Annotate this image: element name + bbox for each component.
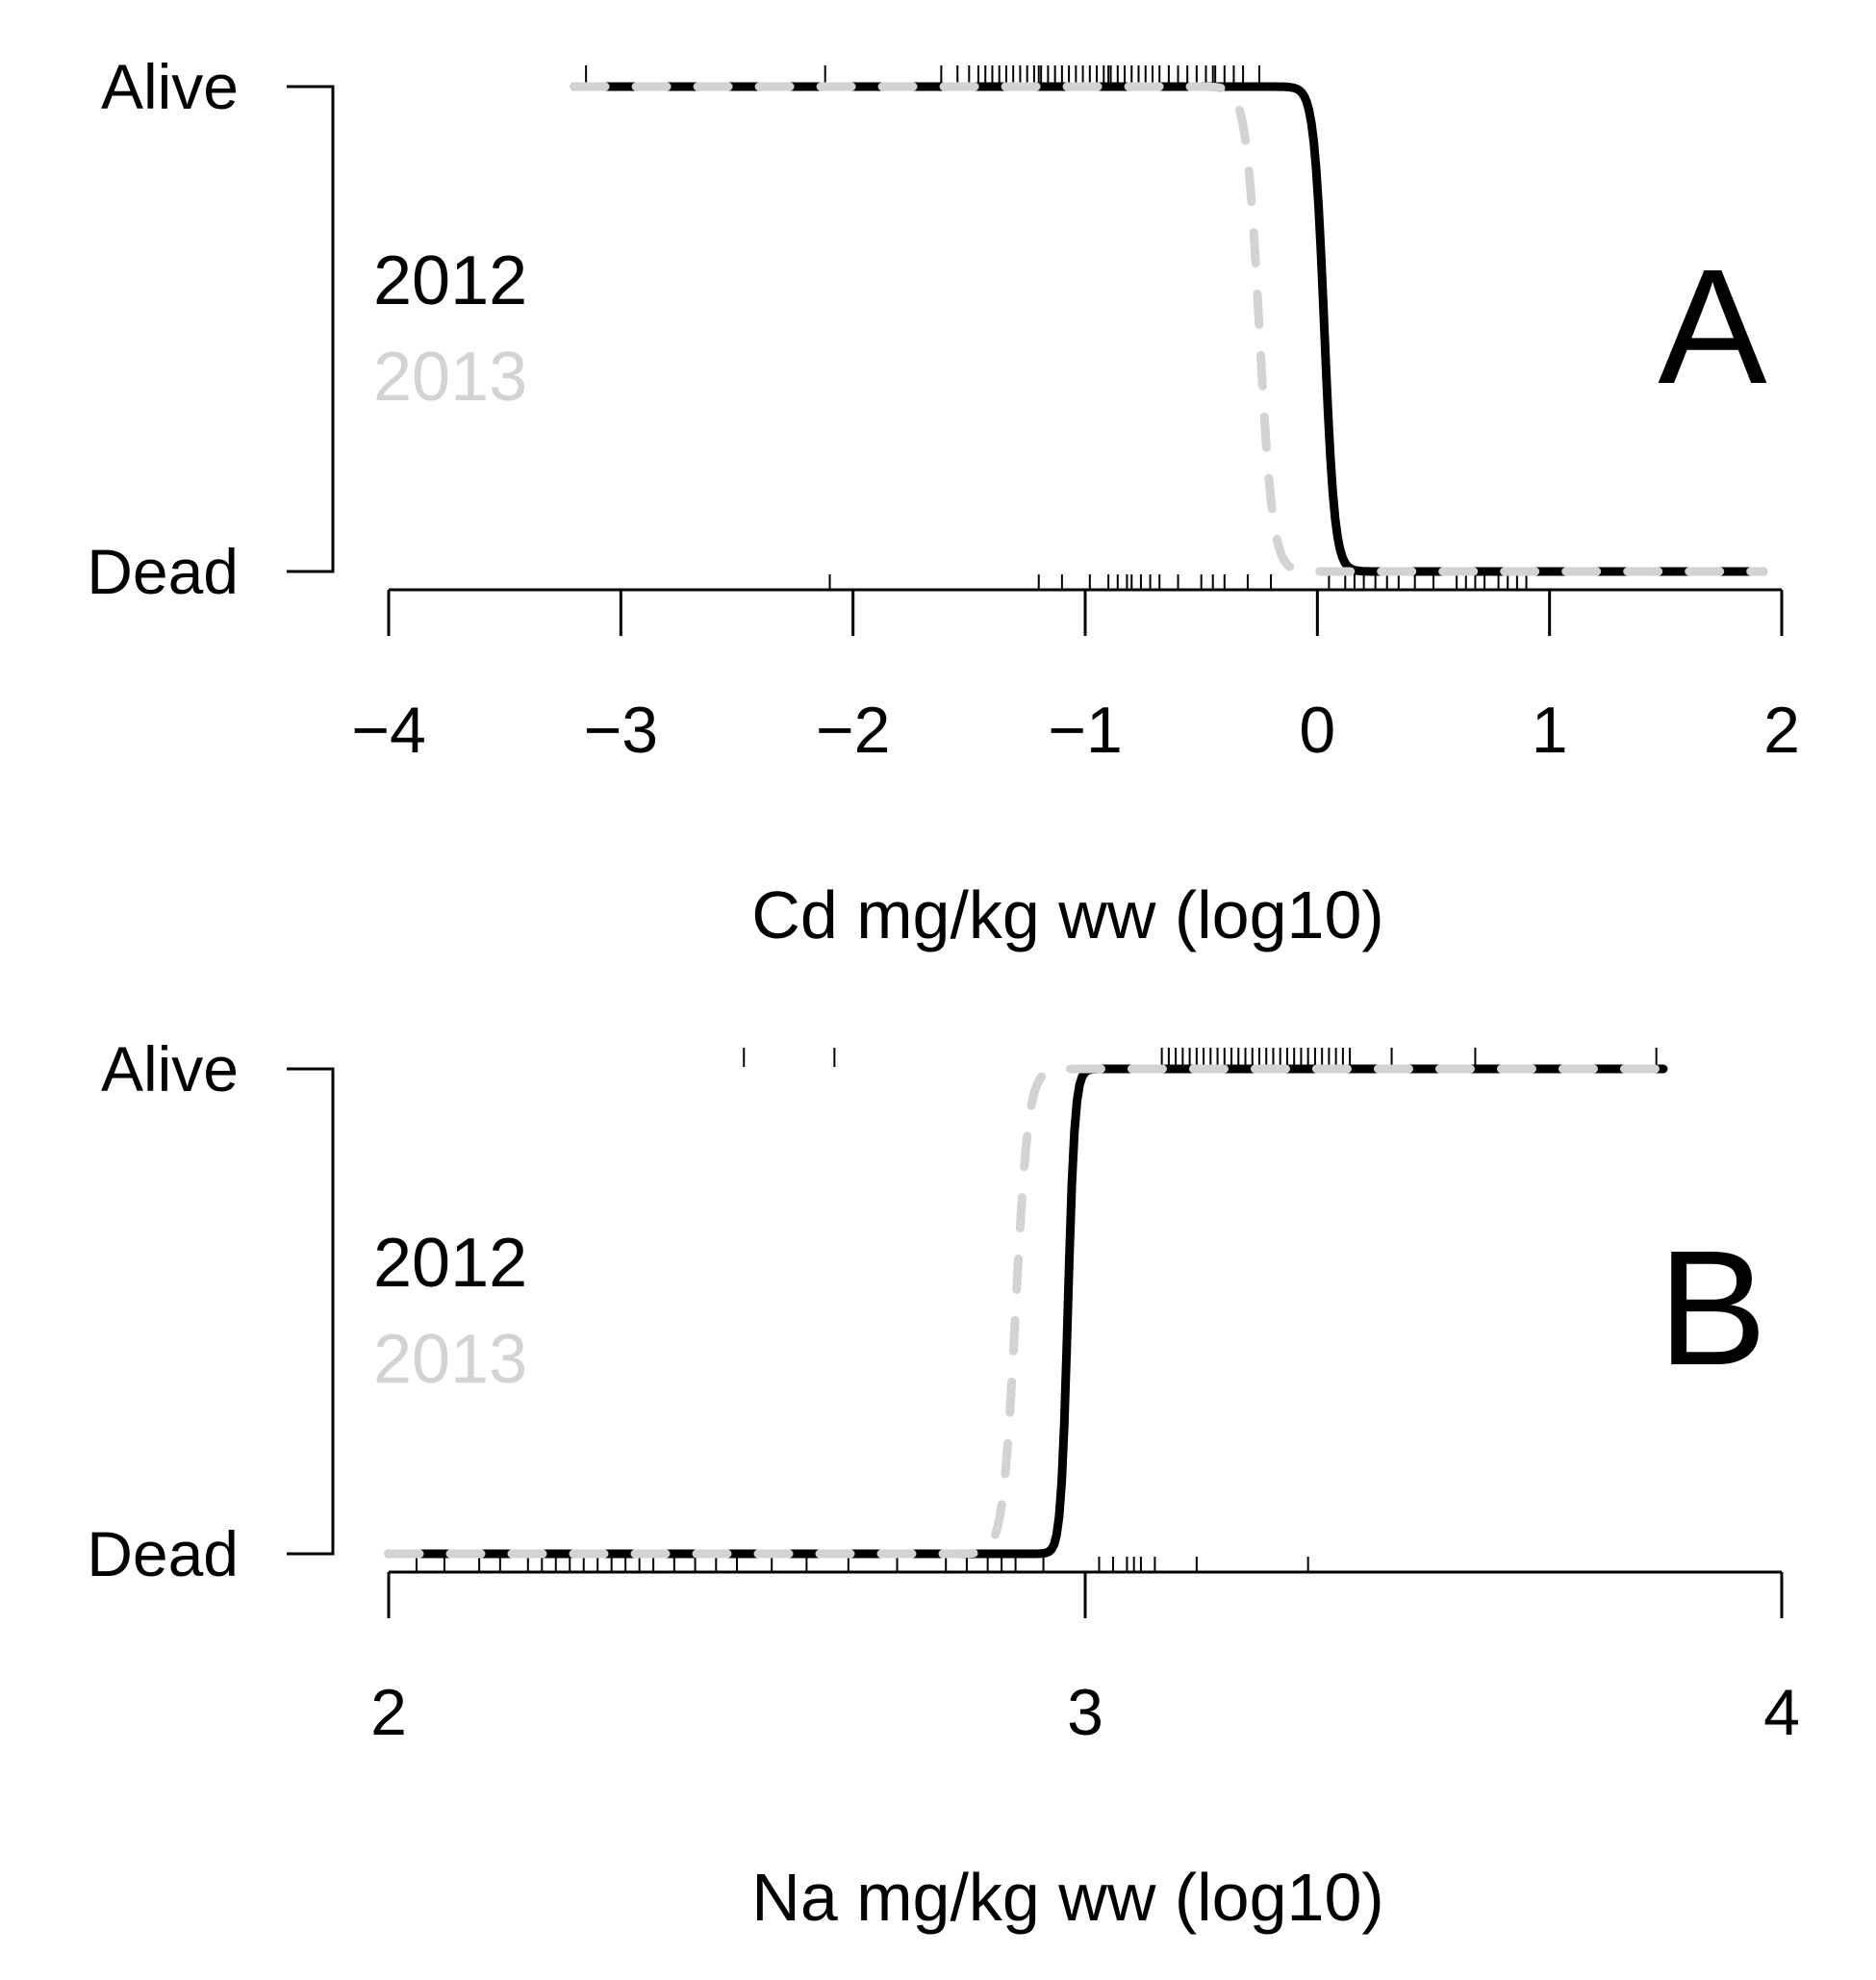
x-tick-label: −2 [816,694,891,767]
panel-a: Alive Dead −4 −3 −2 −1 0 1 2 2012 2013 A Cd mg… [87,51,1800,952]
rug-marks [415,1048,1658,1572]
y-label-dead: Dead [87,536,239,607]
rug-marks [585,65,1528,590]
y-axis-bracket [287,85,335,573]
x-axis-title: Cd mg/kg ww (log10) [751,877,1383,952]
panel-letter: B [1658,1217,1766,1400]
panel-letter: A [1658,236,1767,419]
panel-b: Alive Dead 2 3 4 2012 2013 B Na mg/kg ww (… [87,1033,1800,1935]
x-axis: −4 −3 −2 −1 0 1 2 [351,588,1800,767]
fitted-curves [570,82,1768,576]
x-tick-label: 4 [1763,1676,1800,1749]
y-axis-bracket [287,1067,335,1556]
fitted-curves [384,1064,1668,1559]
y-axis: Alive Dead [87,51,335,607]
x-tick-label: 1 [1532,694,1568,767]
legend-2012: 2012 [373,1225,527,1302]
x-tick-label: −1 [1048,694,1123,767]
legend-2013: 2013 [373,1321,527,1398]
legend: 2012 2013 [373,1225,527,1398]
x-tick-label: 2 [370,1676,407,1749]
y-label-alive: Alive [101,1033,239,1104]
legend-2012: 2012 [373,242,527,319]
y-label-alive: Alive [101,51,239,122]
y-label-dead: Dead [87,1518,239,1589]
x-tick-label: 2 [1763,694,1800,767]
x-tick-label: −4 [351,694,426,767]
legend: 2012 2013 [373,242,527,416]
x-tick-label: 0 [1299,694,1335,767]
x-tick-label: −3 [584,694,659,767]
y-axis: Alive Dead [87,1033,335,1589]
legend-2013: 2013 [373,339,527,416]
x-axis: 2 3 4 [370,1570,1800,1749]
x-axis-title: Na mg/kg ww (log10) [751,1860,1383,1935]
curve-2013 [384,1064,1668,1559]
curve-2013 [570,82,1768,576]
x-tick-label: 3 [1067,1676,1103,1749]
